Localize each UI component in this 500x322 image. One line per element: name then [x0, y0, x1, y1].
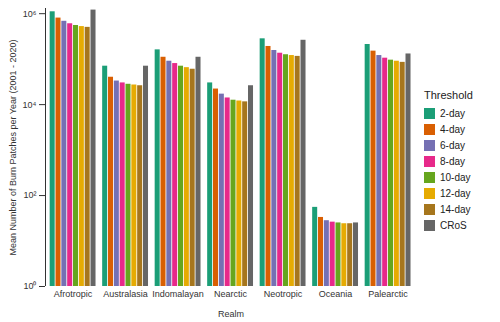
svg-text:10⁰: 10⁰: [23, 281, 36, 291]
svg-text:10²: 10²: [23, 190, 36, 200]
svg-text:Nearctic: Nearctic: [214, 289, 248, 299]
html-text:4-day: 4-day: [440, 123, 465, 135]
html-text:8-day: 8-day: [440, 155, 465, 167]
svg-text:Australasia: Australasia: [103, 289, 148, 299]
html-text:Threshold: Threshold: [424, 89, 473, 101]
html-text:12-day: 12-day: [440, 187, 471, 199]
svg-text:Neotropic: Neotropic: [264, 289, 303, 299]
svg-text:Mean Number of Burn Patches pe: Mean Number of Burn Patches per Year (20…: [8, 39, 18, 255]
svg-text:Oceania: Oceania: [319, 289, 353, 299]
html-text:14-day: 14-day: [440, 203, 471, 215]
html-text:6-day: 6-day: [440, 139, 465, 151]
svg-text:Palearctic: Palearctic: [368, 289, 408, 299]
html-text:CRoS: CRoS: [440, 219, 467, 231]
svg-text:10⁴: 10⁴: [23, 100, 37, 110]
html-text:10-day: 10-day: [440, 171, 471, 183]
html-text:2-day: 2-day: [440, 107, 465, 119]
svg-text:Realm: Realm: [218, 309, 244, 319]
svg-text:Indomalayan: Indomalayan: [152, 289, 204, 299]
svg-text:Afrotropic: Afrotropic: [54, 289, 93, 299]
svg-text:10⁶: 10⁶: [23, 9, 37, 19]
